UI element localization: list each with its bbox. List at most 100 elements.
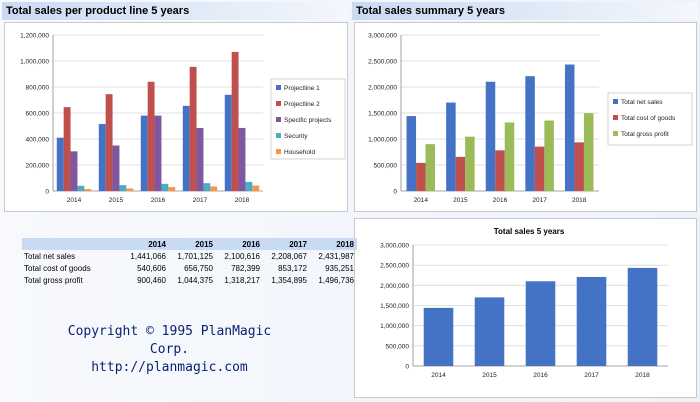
table-cell: 656,750	[184, 263, 213, 273]
bar	[525, 281, 556, 366]
row-label: Total cost of goods	[24, 263, 91, 273]
y-tick-label: 0	[393, 189, 397, 196]
x-tick-label: 2018	[635, 372, 650, 379]
x-tick-label: 2016	[151, 197, 166, 204]
table-cell: 853,172	[278, 263, 307, 273]
bar	[210, 186, 218, 191]
table-cell: 1,318,217	[224, 275, 260, 285]
y-tick-label: 600,000	[26, 111, 50, 118]
legend-label: Total cost of goods	[621, 115, 676, 122]
y-tick-label: 3,000,000	[368, 33, 397, 40]
bar	[168, 187, 176, 191]
bar	[406, 116, 417, 191]
bar	[126, 188, 134, 191]
bar	[425, 144, 436, 191]
bar	[564, 64, 575, 191]
bar	[154, 115, 162, 191]
summary-table: 2014 2015 2016 2017 2018 Total net sales…	[22, 238, 357, 286]
legend-swatch	[613, 99, 618, 104]
table-cell: 2,208,067	[271, 251, 307, 261]
bar	[56, 137, 64, 191]
bar	[525, 76, 535, 191]
legend-label: Total gross profit	[621, 131, 669, 138]
bar	[189, 66, 197, 191]
y-tick-label: 0	[405, 364, 409, 371]
legend-label: Projectline 1	[284, 85, 320, 92]
legend-swatch	[276, 101, 281, 106]
table-cell: 1,044,375	[177, 275, 213, 285]
legend-swatch	[276, 133, 281, 138]
total-sales-chart-box: Total sales 5 years 0 500,000 1,000,000 1,50…	[354, 218, 697, 398]
bar	[245, 181, 253, 191]
bar	[224, 94, 232, 191]
y-tick-label: 3,000,000	[380, 243, 409, 250]
legend-box	[607, 92, 693, 146]
y-tick-label: 500,000	[374, 163, 398, 170]
table-cell: 2,431,987	[318, 251, 354, 261]
bar	[544, 120, 554, 191]
bar	[98, 124, 106, 191]
y-tick-label: 200,000	[26, 163, 50, 170]
table-row: Total gross profit 900,460 1,044,375 1,3…	[22, 274, 357, 286]
table-row: Total net sales 1,441,066 1,701,125 2,10…	[22, 250, 357, 262]
bar	[574, 142, 584, 191]
bar	[534, 146, 545, 191]
year-header: 2018	[310, 238, 357, 250]
y-tick-label: 1,200,000	[20, 33, 49, 40]
x-tick-label: 2015	[482, 372, 497, 379]
bar	[63, 107, 71, 191]
year-header: 2015	[169, 238, 216, 250]
legend-swatch	[613, 131, 618, 136]
table-cell: 1,701,125	[177, 251, 213, 261]
y-tick-label: 1,000,000	[20, 59, 49, 66]
chart-title: Total sales 5 years	[494, 227, 565, 236]
bar	[203, 183, 211, 191]
bar	[455, 156, 466, 191]
bar	[627, 267, 658, 366]
bar	[446, 102, 456, 191]
y-tick-label: 400,000	[26, 137, 50, 144]
legend-label: Projectline 2	[284, 101, 320, 108]
bar	[112, 145, 120, 191]
bar	[231, 51, 239, 192]
website-link[interactable]: http://planmagic.com	[91, 360, 248, 375]
bar	[182, 105, 190, 191]
y-tick-label: 800,000	[26, 85, 50, 92]
x-tick-label: 2016	[533, 372, 548, 379]
bar	[474, 297, 505, 366]
bar	[495, 150, 505, 191]
legend-swatch	[276, 85, 281, 90]
legend-box	[270, 78, 346, 160]
bar	[140, 115, 148, 191]
x-tick-label: 2015	[453, 197, 468, 204]
bar	[485, 81, 496, 191]
bar	[105, 94, 113, 191]
legend-label: Total net sales	[621, 99, 663, 106]
legend-label: Security	[284, 133, 308, 140]
table-cell: 1,354,895	[271, 275, 307, 285]
bar	[84, 189, 92, 191]
y-tick-label: 2,500,000	[380, 263, 409, 270]
table-cell: 935,251	[325, 263, 354, 273]
bar	[70, 151, 78, 191]
table-header-row: 2014 2015 2016 2017 2018	[22, 238, 357, 250]
bar	[576, 276, 607, 366]
total-sales-chart: Total sales 5 years 0 500,000 1,000,000 1,50…	[380, 227, 668, 379]
bar	[161, 183, 169, 191]
year-header: 2014	[122, 238, 169, 250]
y-tick-label: 1,500,000	[380, 303, 409, 310]
sales-summary-chart: 0 500,000 1,000,000 1,500,000 2,000,000 2,500…	[368, 33, 693, 204]
x-tick-label: 2017	[532, 197, 547, 204]
product-line-chart-box: 0 200,000 400,000 600,000 800,000 1,000,000 1,…	[4, 22, 348, 212]
y-tick-label: 1,500,000	[368, 111, 397, 118]
legend-label: Household	[284, 149, 315, 156]
y-tick-label: 500,000	[386, 343, 410, 350]
copyright-text: Copyright © 1995 PlanMagic Corp.	[67, 324, 272, 357]
x-tick-label: 2017	[584, 372, 599, 379]
table-cell: 2,100,616	[224, 251, 260, 261]
right-panel-title: Total sales summary 5 years	[352, 2, 698, 20]
bar	[252, 185, 260, 191]
bar	[147, 81, 155, 191]
table-cell: 1,441,066	[130, 251, 166, 261]
year-header: 2016	[216, 238, 263, 250]
